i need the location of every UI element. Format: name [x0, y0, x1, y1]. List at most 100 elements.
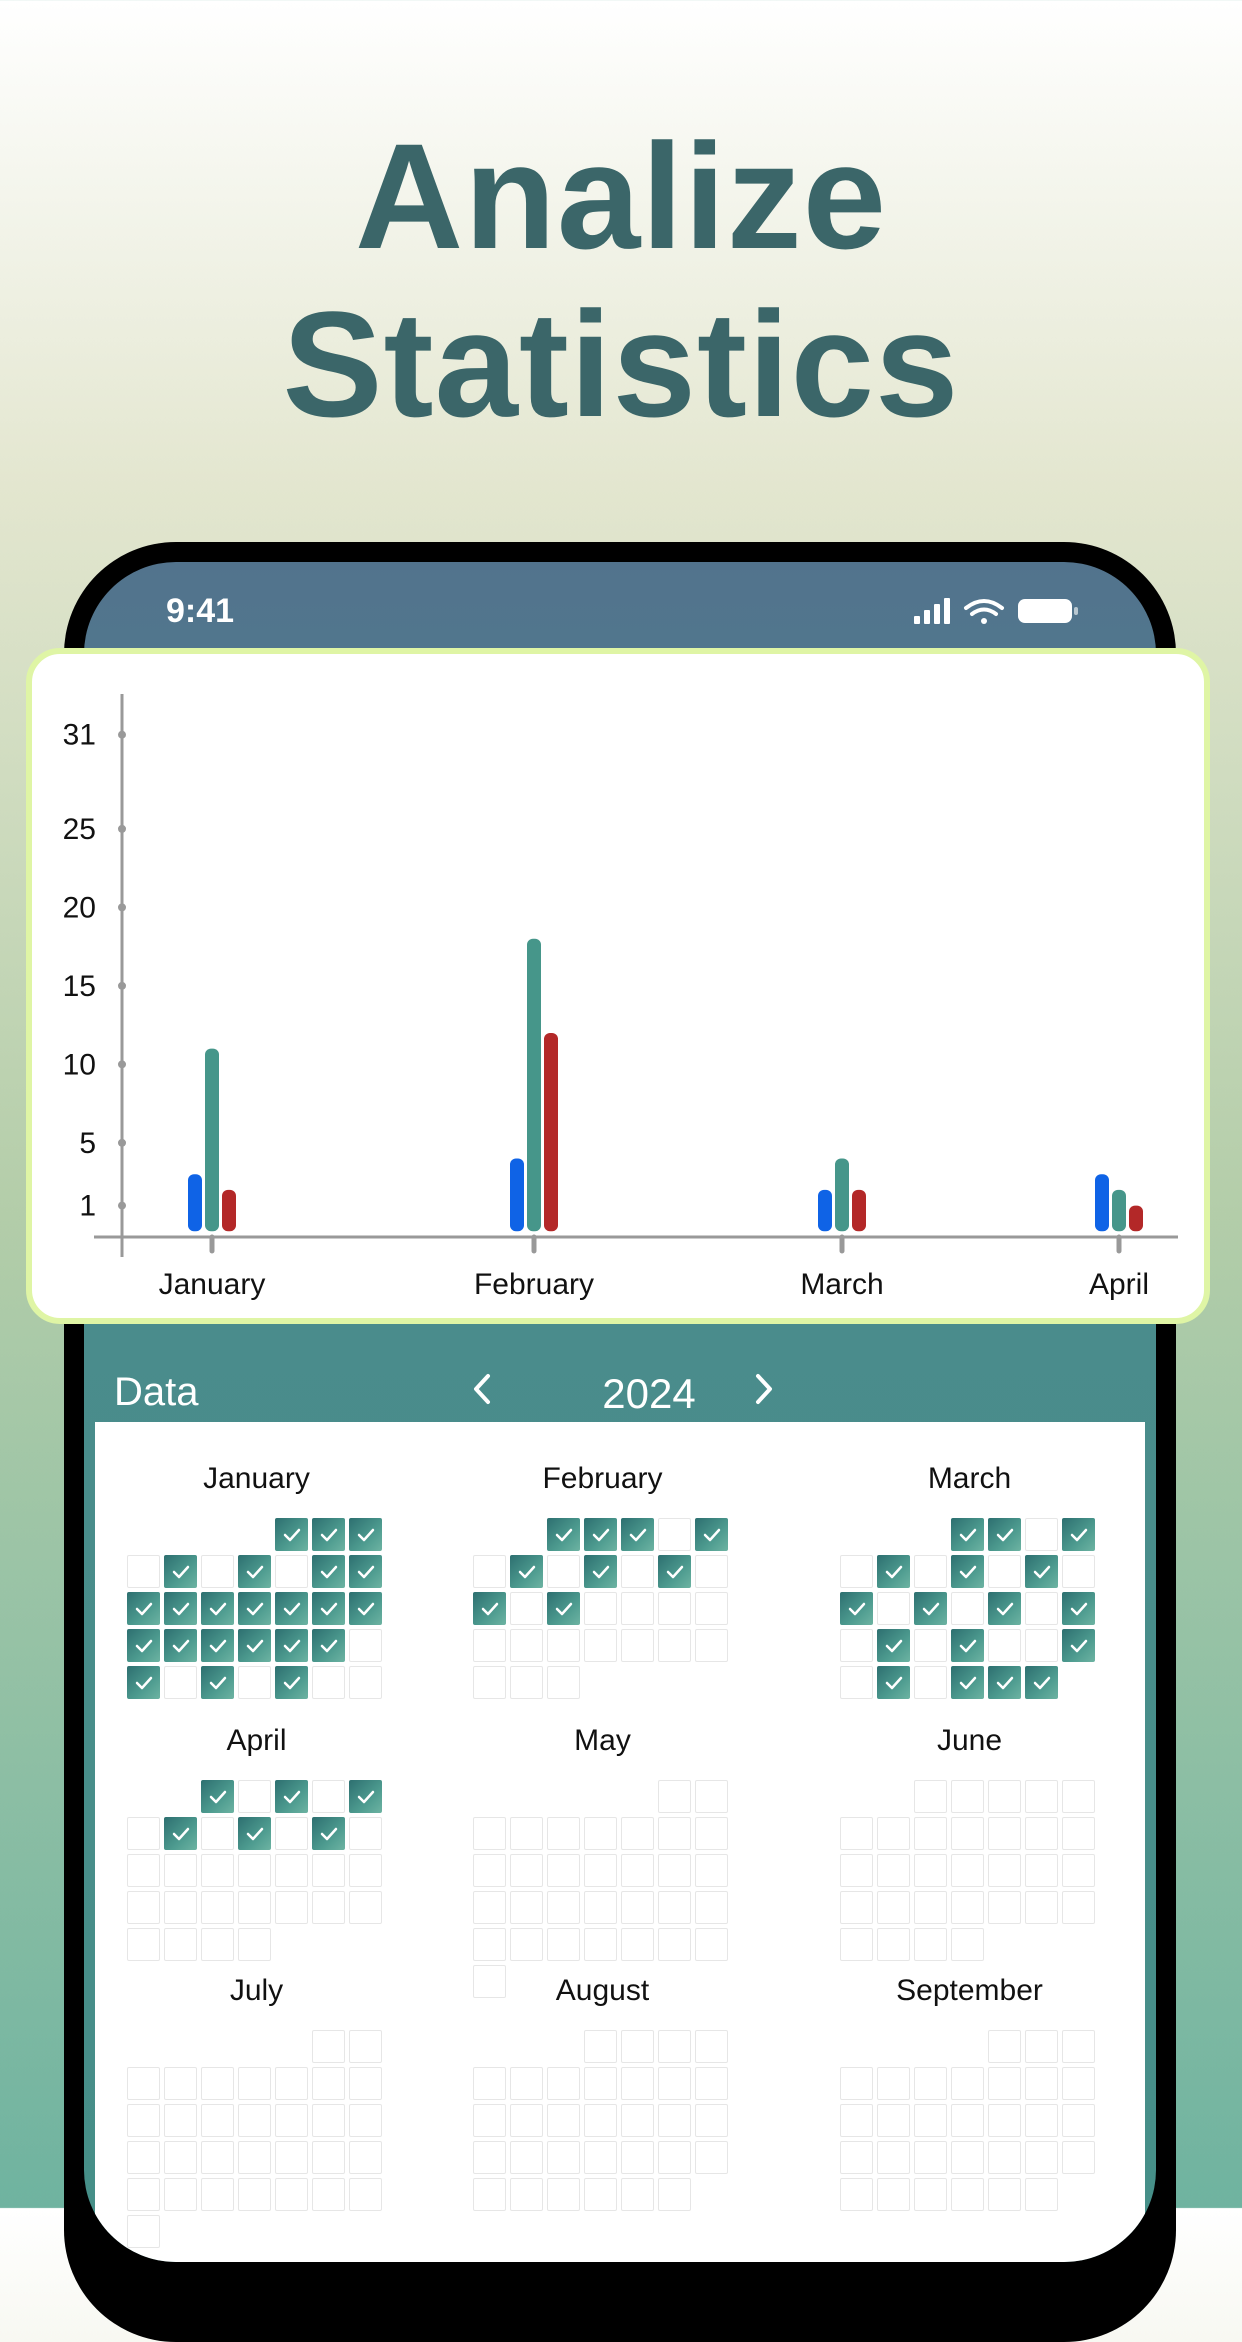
day-cell[interactable]	[547, 1666, 580, 1699]
day-cell[interactable]	[349, 2030, 382, 2063]
day-cell-checked[interactable]	[201, 1780, 234, 1813]
day-cell-checked[interactable]	[164, 1555, 197, 1588]
day-cell[interactable]	[951, 1780, 984, 1813]
day-cell-checked[interactable]	[584, 1555, 617, 1588]
day-cell-checked[interactable]	[127, 1629, 160, 1662]
day-cell[interactable]	[840, 1666, 873, 1699]
day-cell[interactable]	[584, 2067, 617, 2100]
day-cell-checked[interactable]	[238, 1817, 271, 1850]
day-cell[interactable]	[877, 1854, 910, 1887]
day-cell-checked[interactable]	[473, 1592, 506, 1625]
day-cell[interactable]	[951, 1928, 984, 1961]
day-cell[interactable]	[164, 2067, 197, 2100]
day-cell[interactable]	[547, 1891, 580, 1924]
day-cell-checked[interactable]	[1062, 1518, 1095, 1551]
day-cell[interactable]	[127, 1817, 160, 1850]
day-cell-checked[interactable]	[914, 1592, 947, 1625]
day-cell[interactable]	[988, 1629, 1021, 1662]
day-cell-checked[interactable]	[1062, 1629, 1095, 1662]
day-cell[interactable]	[547, 1854, 580, 1887]
day-cell[interactable]	[1025, 2067, 1058, 2100]
day-cell-checked[interactable]	[877, 1666, 910, 1699]
day-cell[interactable]	[988, 1780, 1021, 1813]
day-cell[interactable]	[877, 1891, 910, 1924]
day-cell-checked[interactable]	[621, 1518, 654, 1551]
day-cell[interactable]	[473, 2067, 506, 2100]
day-cell[interactable]	[1025, 1817, 1058, 1850]
day-cell[interactable]	[658, 1891, 691, 1924]
day-cell[interactable]	[840, 1854, 873, 1887]
day-cell[interactable]	[473, 2104, 506, 2137]
day-cell[interactable]	[510, 1891, 543, 1924]
day-cell[interactable]	[658, 1780, 691, 1813]
day-cell[interactable]	[547, 1928, 580, 1961]
day-cell[interactable]	[349, 1891, 382, 1924]
day-cell[interactable]	[658, 1629, 691, 1662]
day-cell[interactable]	[1062, 2067, 1095, 2100]
prev-year-button[interactable]	[462, 1364, 502, 1414]
day-cell[interactable]	[584, 1817, 617, 1850]
day-cell-checked[interactable]	[1025, 1666, 1058, 1699]
day-cell[interactable]	[547, 2067, 580, 2100]
day-cell[interactable]	[510, 2178, 543, 2211]
day-cell[interactable]	[695, 1817, 728, 1850]
day-cell[interactable]	[275, 2178, 308, 2211]
day-cell[interactable]	[988, 2104, 1021, 2137]
day-cell[interactable]	[510, 1629, 543, 1662]
day-cell[interactable]	[621, 1854, 654, 1887]
day-cell[interactable]	[658, 1518, 691, 1551]
day-cell-checked[interactable]	[658, 1555, 691, 1588]
day-cell[interactable]	[473, 1854, 506, 1887]
day-cell[interactable]	[914, 2178, 947, 2211]
day-cell[interactable]	[127, 2215, 160, 2248]
day-cell[interactable]	[473, 1891, 506, 1924]
day-cell[interactable]	[877, 2178, 910, 2211]
day-cell[interactable]	[547, 1629, 580, 1662]
day-cell[interactable]	[547, 2141, 580, 2174]
day-cell[interactable]	[312, 2178, 345, 2211]
day-cell[interactable]	[695, 1555, 728, 1588]
day-cell[interactable]	[473, 1965, 506, 1998]
day-cell[interactable]	[349, 2141, 382, 2174]
day-cell[interactable]	[201, 2104, 234, 2137]
day-cell[interactable]	[951, 2141, 984, 2174]
day-cell[interactable]	[201, 1891, 234, 1924]
day-cell[interactable]	[584, 1928, 617, 1961]
day-cell[interactable]	[510, 2141, 543, 2174]
day-cell[interactable]	[877, 1592, 910, 1625]
day-cell[interactable]	[201, 2141, 234, 2174]
day-cell[interactable]	[312, 2067, 345, 2100]
day-cell-checked[interactable]	[238, 1629, 271, 1662]
day-cell[interactable]	[238, 2104, 271, 2137]
day-cell-checked[interactable]	[988, 1592, 1021, 1625]
day-cell[interactable]	[658, 2178, 691, 2211]
day-cell[interactable]	[914, 1629, 947, 1662]
day-cell[interactable]	[510, 1666, 543, 1699]
day-cell[interactable]	[621, 2141, 654, 2174]
day-cell[interactable]	[951, 1817, 984, 1850]
day-cell[interactable]	[988, 1854, 1021, 1887]
day-cell-checked[interactable]	[877, 1629, 910, 1662]
day-cell[interactable]	[840, 2104, 873, 2137]
day-cell[interactable]	[312, 2141, 345, 2174]
day-cell[interactable]	[238, 1891, 271, 1924]
day-cell[interactable]	[312, 1854, 345, 1887]
day-cell[interactable]	[1062, 2104, 1095, 2137]
day-cell[interactable]	[621, 2067, 654, 2100]
day-cell[interactable]	[238, 1666, 271, 1699]
day-cell[interactable]	[988, 2067, 1021, 2100]
day-cell[interactable]	[473, 1817, 506, 1850]
day-cell[interactable]	[584, 2141, 617, 2174]
day-cell[interactable]	[951, 1854, 984, 1887]
day-cell[interactable]	[951, 1891, 984, 1924]
day-cell[interactable]	[1025, 1854, 1058, 1887]
day-cell[interactable]	[621, 1928, 654, 1961]
day-cell[interactable]	[658, 1928, 691, 1961]
day-cell[interactable]	[312, 1780, 345, 1813]
day-cell[interactable]	[510, 1592, 543, 1625]
day-cell[interactable]	[840, 1629, 873, 1662]
day-cell[interactable]	[238, 2141, 271, 2174]
day-cell-checked[interactable]	[877, 1555, 910, 1588]
day-cell[interactable]	[877, 2141, 910, 2174]
day-cell[interactable]	[658, 1817, 691, 1850]
